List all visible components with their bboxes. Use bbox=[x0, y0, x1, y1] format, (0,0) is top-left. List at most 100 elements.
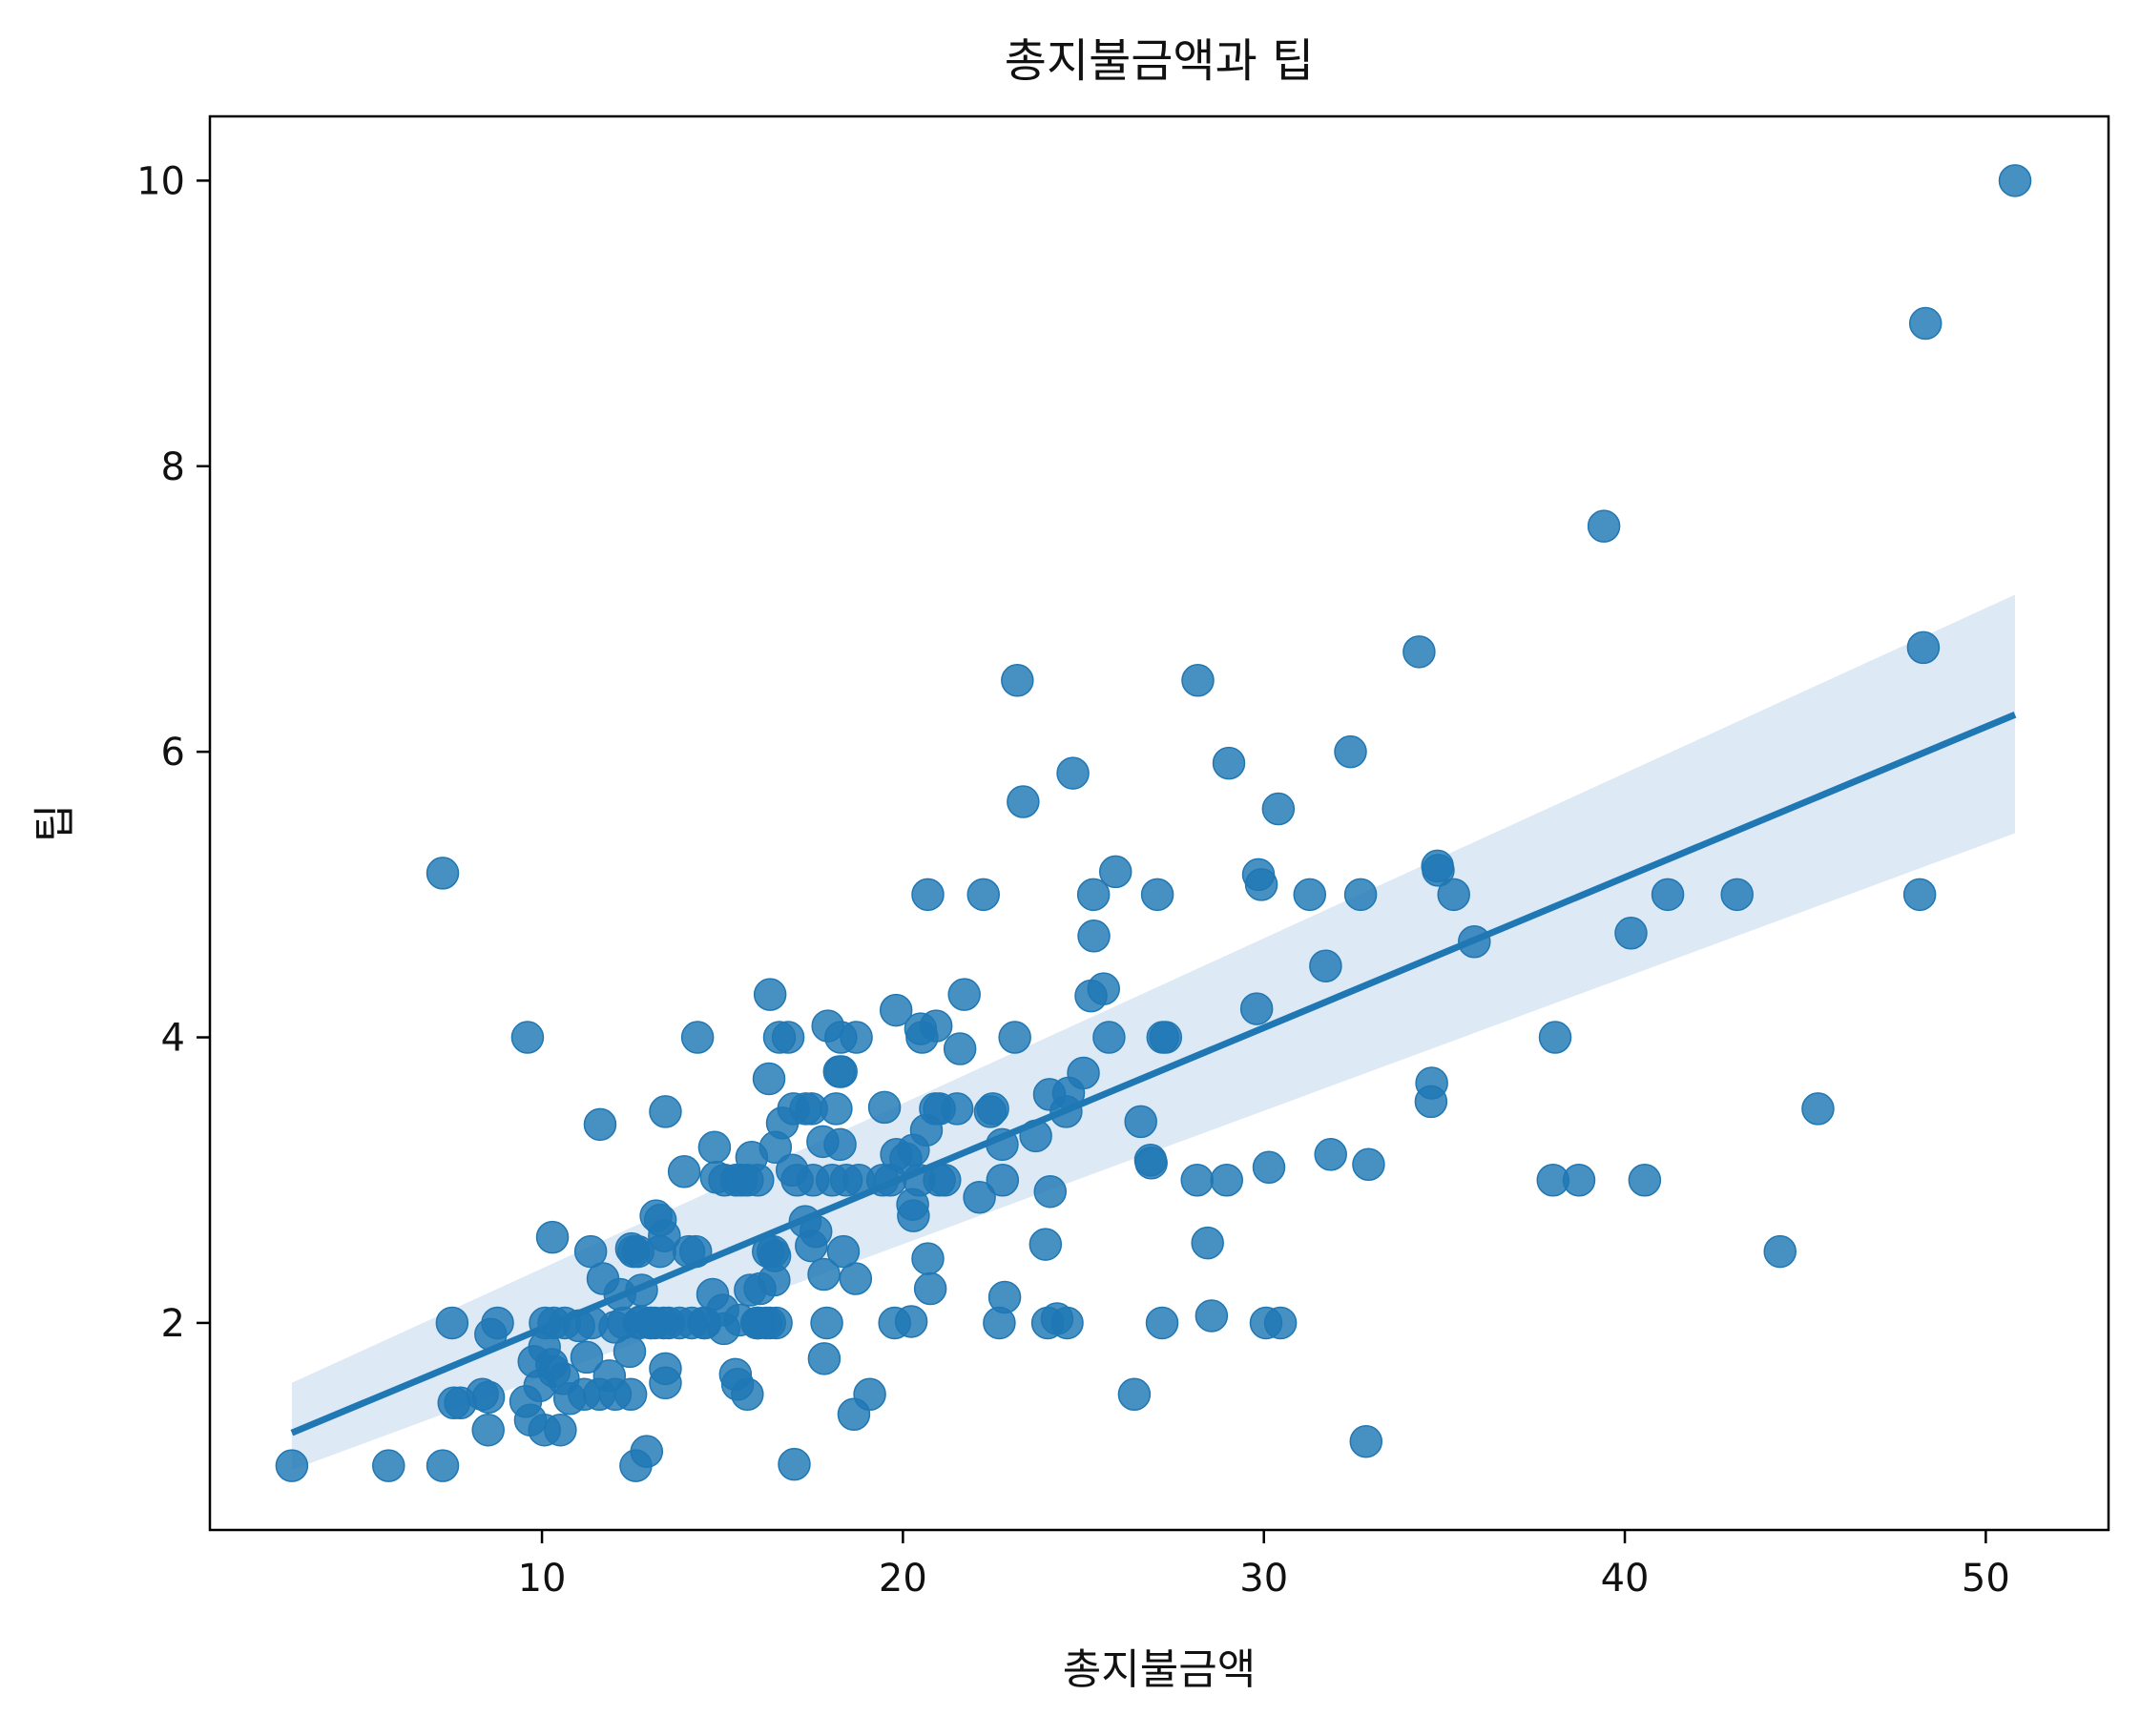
data-point bbox=[1587, 509, 1621, 543]
data-point bbox=[1801, 1092, 1835, 1126]
x-tick-label: 20 bbox=[879, 1557, 927, 1601]
data-point bbox=[820, 1092, 853, 1126]
data-point bbox=[1239, 992, 1274, 1025]
plot-frame bbox=[208, 114, 2110, 1532]
data-point bbox=[1210, 1163, 1243, 1197]
data-point bbox=[1033, 1174, 1067, 1209]
data-point bbox=[573, 1234, 608, 1269]
data-point bbox=[649, 1352, 682, 1386]
data-point bbox=[471, 1413, 505, 1447]
data-point bbox=[1628, 1163, 1662, 1197]
data-point bbox=[1263, 1306, 1298, 1340]
data-point bbox=[481, 1306, 514, 1340]
data-point bbox=[570, 1340, 604, 1374]
data-point bbox=[535, 1220, 570, 1254]
data-point bbox=[810, 1306, 843, 1340]
data-point bbox=[1651, 878, 1685, 912]
data-point bbox=[1720, 878, 1754, 912]
x-tick-label: 40 bbox=[1601, 1557, 1650, 1601]
data-point bbox=[1140, 878, 1174, 912]
regression-line bbox=[290, 711, 2017, 1436]
data-point bbox=[1180, 1163, 1214, 1197]
data-point bbox=[826, 1234, 861, 1269]
y-tick-label: 6 bbox=[161, 731, 185, 775]
data-point bbox=[1056, 756, 1090, 790]
data-point bbox=[510, 1021, 545, 1054]
data-point bbox=[649, 1095, 682, 1128]
data-point bbox=[807, 1342, 841, 1375]
data-point bbox=[1212, 746, 1246, 780]
data-point bbox=[919, 1009, 953, 1043]
y-tick-label: 8 bbox=[161, 445, 185, 489]
data-point bbox=[1293, 878, 1327, 912]
data-point bbox=[1349, 1424, 1383, 1458]
data-point bbox=[1343, 878, 1378, 912]
data-point bbox=[1415, 1066, 1448, 1100]
data-point bbox=[731, 1377, 764, 1412]
data-point bbox=[758, 1239, 792, 1272]
data-point bbox=[879, 993, 913, 1027]
data-point bbox=[583, 1107, 617, 1142]
data-point bbox=[1538, 1021, 1572, 1054]
data-point bbox=[947, 978, 981, 1011]
data-point bbox=[613, 1377, 648, 1412]
data-point bbox=[771, 1021, 805, 1054]
data-point bbox=[372, 1449, 405, 1482]
data-point bbox=[911, 1242, 945, 1275]
y-axis-label: 팁 bbox=[31, 804, 79, 842]
data-point bbox=[544, 1413, 577, 1447]
data-point bbox=[1998, 164, 2032, 197]
data-point bbox=[976, 1092, 1009, 1126]
data-point bbox=[1908, 306, 1943, 341]
data-point bbox=[840, 1021, 873, 1054]
y-tick-label: 2 bbox=[161, 1302, 185, 1346]
data-point bbox=[998, 1021, 1031, 1054]
data-point bbox=[1092, 1021, 1126, 1054]
y-tick-label: 10 bbox=[136, 159, 185, 203]
data-point bbox=[1763, 1234, 1797, 1269]
data-point bbox=[940, 1092, 974, 1126]
data-point bbox=[1437, 878, 1470, 912]
x-tick-label: 30 bbox=[1239, 1557, 1288, 1601]
data-point bbox=[911, 878, 945, 912]
data-point bbox=[1076, 878, 1111, 912]
data-point bbox=[1614, 917, 1648, 950]
x-axis-label: 총지불금액 bbox=[1063, 1645, 1256, 1694]
data-point bbox=[1902, 878, 1937, 912]
data-point bbox=[894, 1305, 928, 1338]
data-point bbox=[1422, 854, 1455, 887]
data-point bbox=[1067, 1056, 1100, 1090]
data-point bbox=[1134, 1147, 1168, 1180]
chart-title: 총지불금액과 팁 bbox=[1005, 34, 1314, 88]
data-point bbox=[778, 1447, 811, 1481]
data-point bbox=[1098, 855, 1132, 889]
data-point bbox=[1562, 1163, 1596, 1197]
data-point bbox=[824, 1055, 858, 1088]
data-point bbox=[839, 1262, 873, 1295]
data-point bbox=[1181, 664, 1215, 697]
data-point bbox=[928, 1163, 962, 1197]
data-point bbox=[1309, 949, 1342, 982]
data-point bbox=[648, 1219, 681, 1252]
data-point bbox=[1191, 1226, 1224, 1260]
data-point bbox=[1252, 1150, 1286, 1185]
data-point bbox=[1261, 792, 1296, 826]
data-points-layer bbox=[275, 164, 2032, 1482]
data-point bbox=[1352, 1147, 1385, 1182]
data-point bbox=[1124, 1105, 1157, 1139]
data-point bbox=[275, 1449, 309, 1482]
data-point bbox=[1077, 920, 1111, 953]
data-point bbox=[913, 1271, 947, 1306]
data-point bbox=[741, 1163, 775, 1197]
data-point bbox=[897, 1199, 930, 1232]
data-point bbox=[1001, 664, 1034, 697]
data-point bbox=[1007, 785, 1040, 818]
data-point bbox=[1906, 630, 1941, 665]
data-point bbox=[867, 1090, 902, 1125]
data-point bbox=[1145, 1306, 1179, 1340]
data-point bbox=[426, 1449, 460, 1482]
data-point bbox=[753, 978, 787, 1011]
data-point bbox=[471, 1380, 506, 1415]
